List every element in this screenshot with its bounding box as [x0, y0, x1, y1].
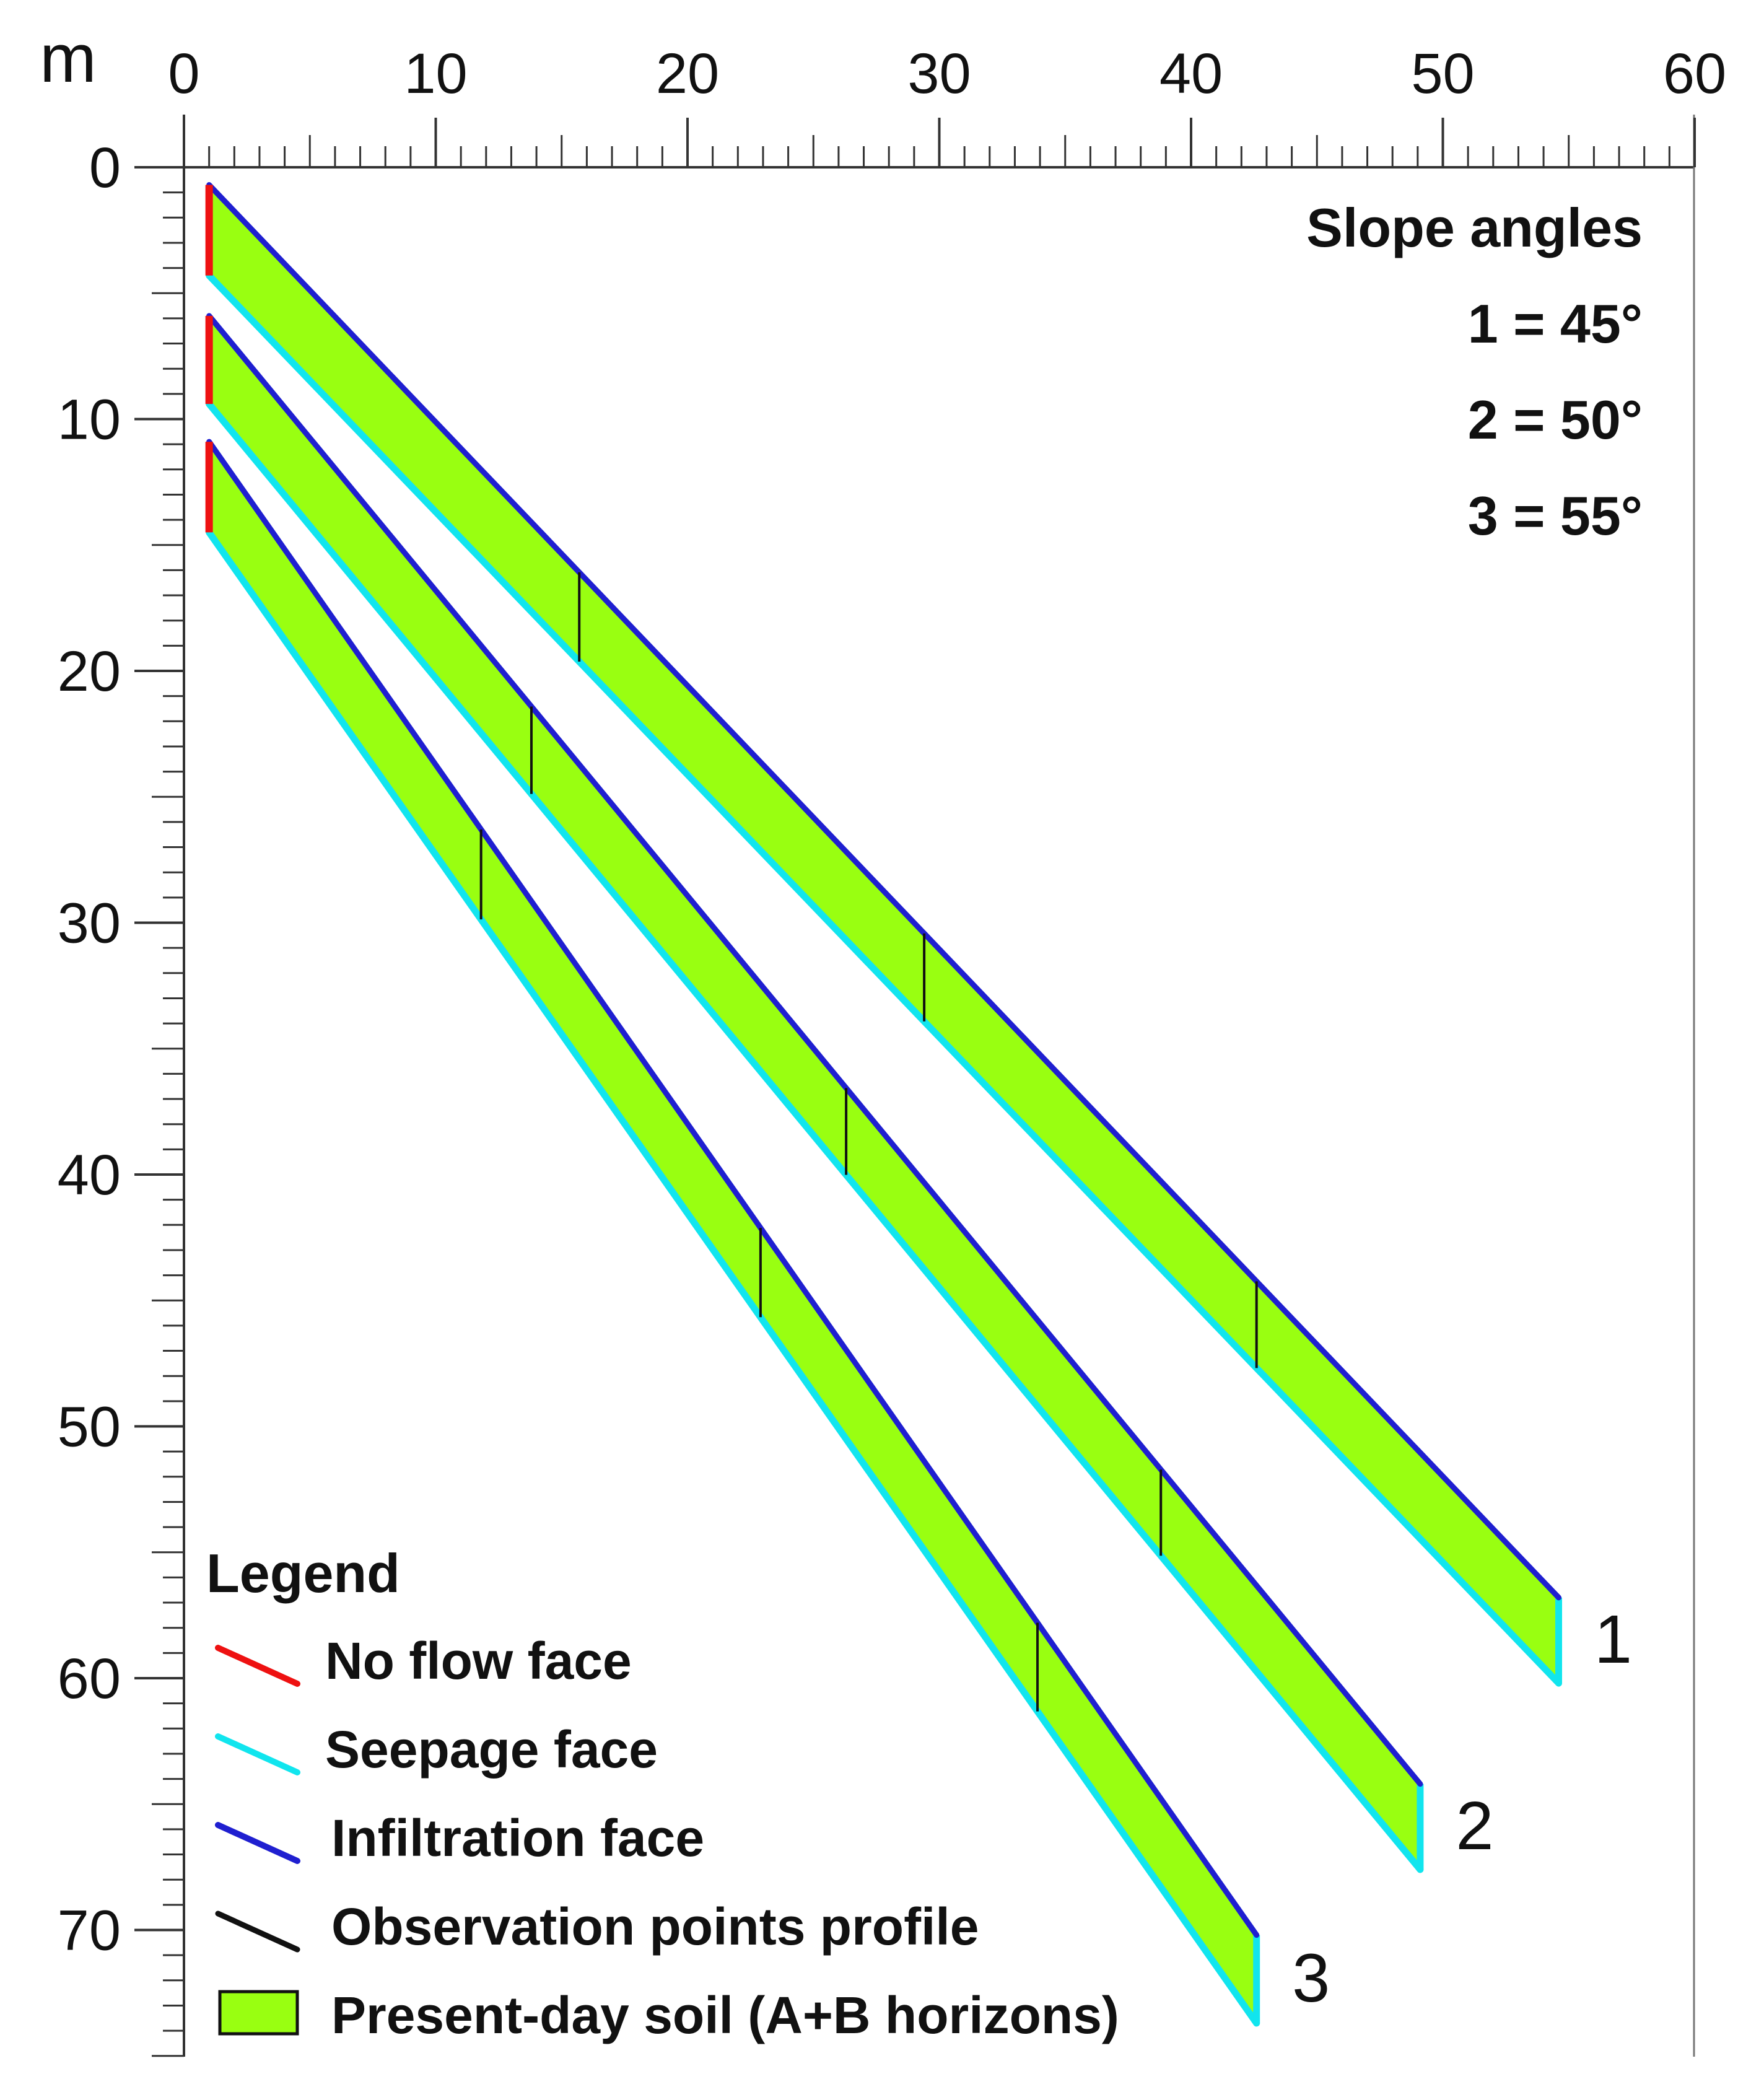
y-tick-label: 20 [58, 640, 121, 703]
legend: Legend No flow face Seepage face Infiltr… [206, 1543, 1119, 2044]
slope-angle-item-3: 3 = 55° [1468, 485, 1643, 546]
seepage-face-bottom-2 [206, 400, 1424, 1873]
y-tick-label: 10 [58, 388, 121, 452]
x-tick-label: 20 [656, 42, 719, 105]
y-tick-label: 40 [58, 1144, 121, 1207]
x-tick-label: 40 [1159, 42, 1223, 105]
legend-seepage-swatch [215, 1733, 300, 1775]
slope-angle-item-1: 1 = 45° [1468, 293, 1643, 354]
x-tick-label: 10 [404, 42, 467, 105]
legend-soil-swatch [218, 1990, 299, 2036]
legend-no-flow-swatch [215, 1645, 300, 1687]
slope-number-label-3: 3 [1292, 1940, 1330, 2016]
seepage-face-bottom-1 [206, 272, 1562, 1687]
soil-band-2 [209, 315, 1420, 1870]
slope-number-label-2: 2 [1456, 1788, 1493, 1864]
slope-angles-box: Slope angles 1 = 45° 2 = 50° 3 = 55° [1306, 197, 1643, 546]
axis-ticks [134, 118, 1696, 2057]
x-tick-label: 30 [907, 42, 971, 105]
legend-infiltration-swatch [215, 1822, 300, 1864]
soil-band-1 [209, 185, 1559, 1684]
seepage-face-bottom-3 [206, 528, 1260, 2027]
x-unit-label: m [40, 20, 97, 97]
infiltration-face-3 [206, 439, 1260, 1938]
legend-title: Legend [206, 1543, 400, 1604]
legend-soil-label: Present-day soil (A+B horizons) [331, 1986, 1119, 2044]
legend-observation-swatch [215, 1910, 300, 1953]
slope-number-label-1: 1 [1594, 1601, 1632, 1678]
soil-bands [205, 182, 1562, 2027]
slope-angle-item-2: 2 = 50° [1468, 389, 1643, 450]
x-tick-label: 60 [1663, 42, 1726, 105]
infiltration-face-2 [206, 313, 1423, 1787]
x-tick-label: 0 [168, 42, 199, 105]
y-tick-label: 60 [58, 1647, 121, 1710]
y-tick-label: 0 [89, 136, 121, 199]
soil-band-3 [209, 442, 1257, 2023]
y-tick-label: 50 [58, 1396, 121, 1459]
infiltration-face-1 [206, 182, 1561, 1601]
legend-seepage-label: Seepage face [325, 1720, 658, 1779]
legend-infiltration-label: Infiltration face [331, 1809, 704, 1867]
y-tick-label: 30 [58, 892, 121, 955]
x-tick-label: 50 [1411, 42, 1474, 105]
y-tick-label: 70 [58, 1899, 121, 1963]
slope-angles-title: Slope angles [1306, 197, 1643, 258]
legend-no-flow-label: No flow face [325, 1632, 632, 1690]
legend-observation-label: Observation points profile [331, 1897, 979, 1956]
axis-labels: 0 10 20 30 40 50 60 0 10 20 30 40 50 60 70 1 2 3 [58, 42, 1727, 2016]
